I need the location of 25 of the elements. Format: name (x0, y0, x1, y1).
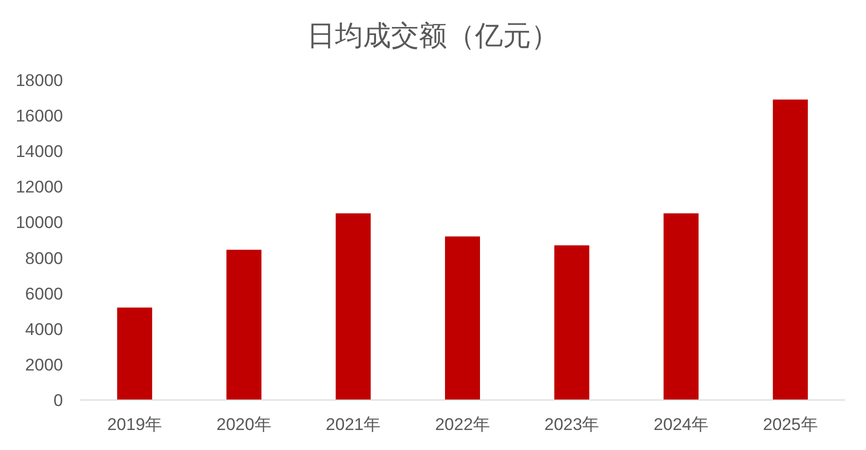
y-tick-label: 2000 (25, 355, 63, 374)
x-tick-label: 2021年 (326, 415, 381, 434)
bar (117, 308, 152, 400)
x-tick-label: 2020年 (216, 415, 272, 434)
x-tick-label: 2023年 (544, 415, 600, 434)
y-tick-label: 8000 (25, 248, 63, 268)
y-tick-label: 18000 (16, 71, 63, 90)
bar (554, 245, 590, 400)
bar (336, 213, 371, 400)
y-tick-label: 12000 (16, 178, 63, 197)
y-tick-label: 4000 (25, 320, 63, 339)
bar (226, 250, 262, 400)
y-tick-label: 6000 (25, 284, 63, 304)
x-tick-label: 2022年 (435, 415, 490, 434)
y-tick-label: 10000 (16, 213, 63, 232)
y-tick-label: 16000 (16, 106, 63, 126)
x-tick-label: 2025年 (762, 415, 818, 434)
y-tick-label: 14000 (16, 142, 63, 162)
y-tick-label: 0 (54, 391, 63, 410)
bar (772, 100, 808, 400)
x-tick-label: 2024年 (654, 415, 708, 434)
chart-title: 日均成交额（亿元） (307, 20, 559, 51)
bar (445, 236, 480, 400)
x-tick-label: 2019年 (107, 415, 162, 434)
bar (664, 213, 699, 400)
